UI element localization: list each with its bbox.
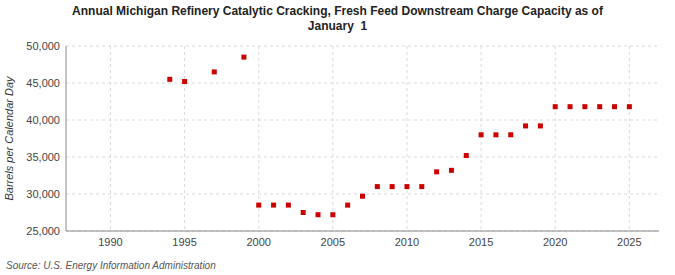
y-grid-line [66,231,659,232]
point [330,212,335,217]
y-tick-label: 45,000 [26,77,60,89]
x-grid-line [629,46,630,231]
point [434,169,439,174]
title: Annual Michigan Refinery Catalytic Crack… [72,4,604,33]
x-tick-label: 2025 [617,236,641,248]
x-grid-line [184,46,185,231]
point [212,69,217,74]
chart-container: Annual Michigan Refinery Catalytic Crack… [0,0,675,275]
y-tick-label: 30,000 [26,188,60,200]
point [538,123,543,128]
point [493,132,498,137]
x-tick-label: 2020 [543,236,567,248]
point [404,184,409,189]
point [464,153,469,158]
point [316,212,321,217]
point [582,104,587,109]
point [345,203,350,208]
points [167,55,632,218]
point [419,184,424,189]
y-tick-label: 25,000 [26,225,60,237]
y-axis-line [66,46,67,231]
x-tick-label: 2005 [321,236,345,248]
point [286,203,291,208]
point [553,104,558,109]
point [523,123,528,128]
point [597,104,602,109]
point [271,203,276,208]
y-tick-label: 40,000 [26,114,60,126]
point [256,203,261,208]
point [568,104,573,109]
point [301,210,306,215]
point [241,55,246,60]
source: Source: U.S. Energy Information Administ… [6,260,216,271]
y-grid-line [66,46,659,47]
point [375,184,380,189]
point [360,194,365,199]
y-tick-label: 50,000 [26,40,60,52]
title-line: January 1 [308,19,368,33]
x-tick-label: 2000 [246,236,270,248]
x-grid-line [555,46,556,231]
x-grid-line [481,46,482,231]
point [449,168,454,173]
point [479,132,484,137]
point [612,104,617,109]
x-tick-label: 1990 [98,236,122,248]
x-tick-label: 1995 [172,236,196,248]
y-grid-line [66,157,659,158]
x-tick-label: 2010 [395,236,419,248]
grid [66,46,659,231]
point [627,104,632,109]
x-axis-line [66,231,659,232]
title-line: Annual Michigan Refinery Catalytic Crack… [72,4,604,18]
y-tick-label: 35,000 [26,151,60,163]
axes: 25,000 30,000 35,000 40,000 45,000 50,000 1990… [26,40,659,248]
x-grid-line [332,46,333,231]
x-tick-label: 2015 [469,236,493,248]
chart-svg: Annual Michigan Refinery Catalytic Crack… [0,0,675,275]
point [167,77,172,82]
point [390,184,395,189]
y-grid-line [66,83,659,84]
y-axis-label: Barrels per Calendar Day [3,75,15,201]
y-grid-line [66,120,659,121]
point [508,132,513,137]
point [182,79,187,84]
x-grid-line [110,46,111,231]
x-grid-line [406,46,407,231]
